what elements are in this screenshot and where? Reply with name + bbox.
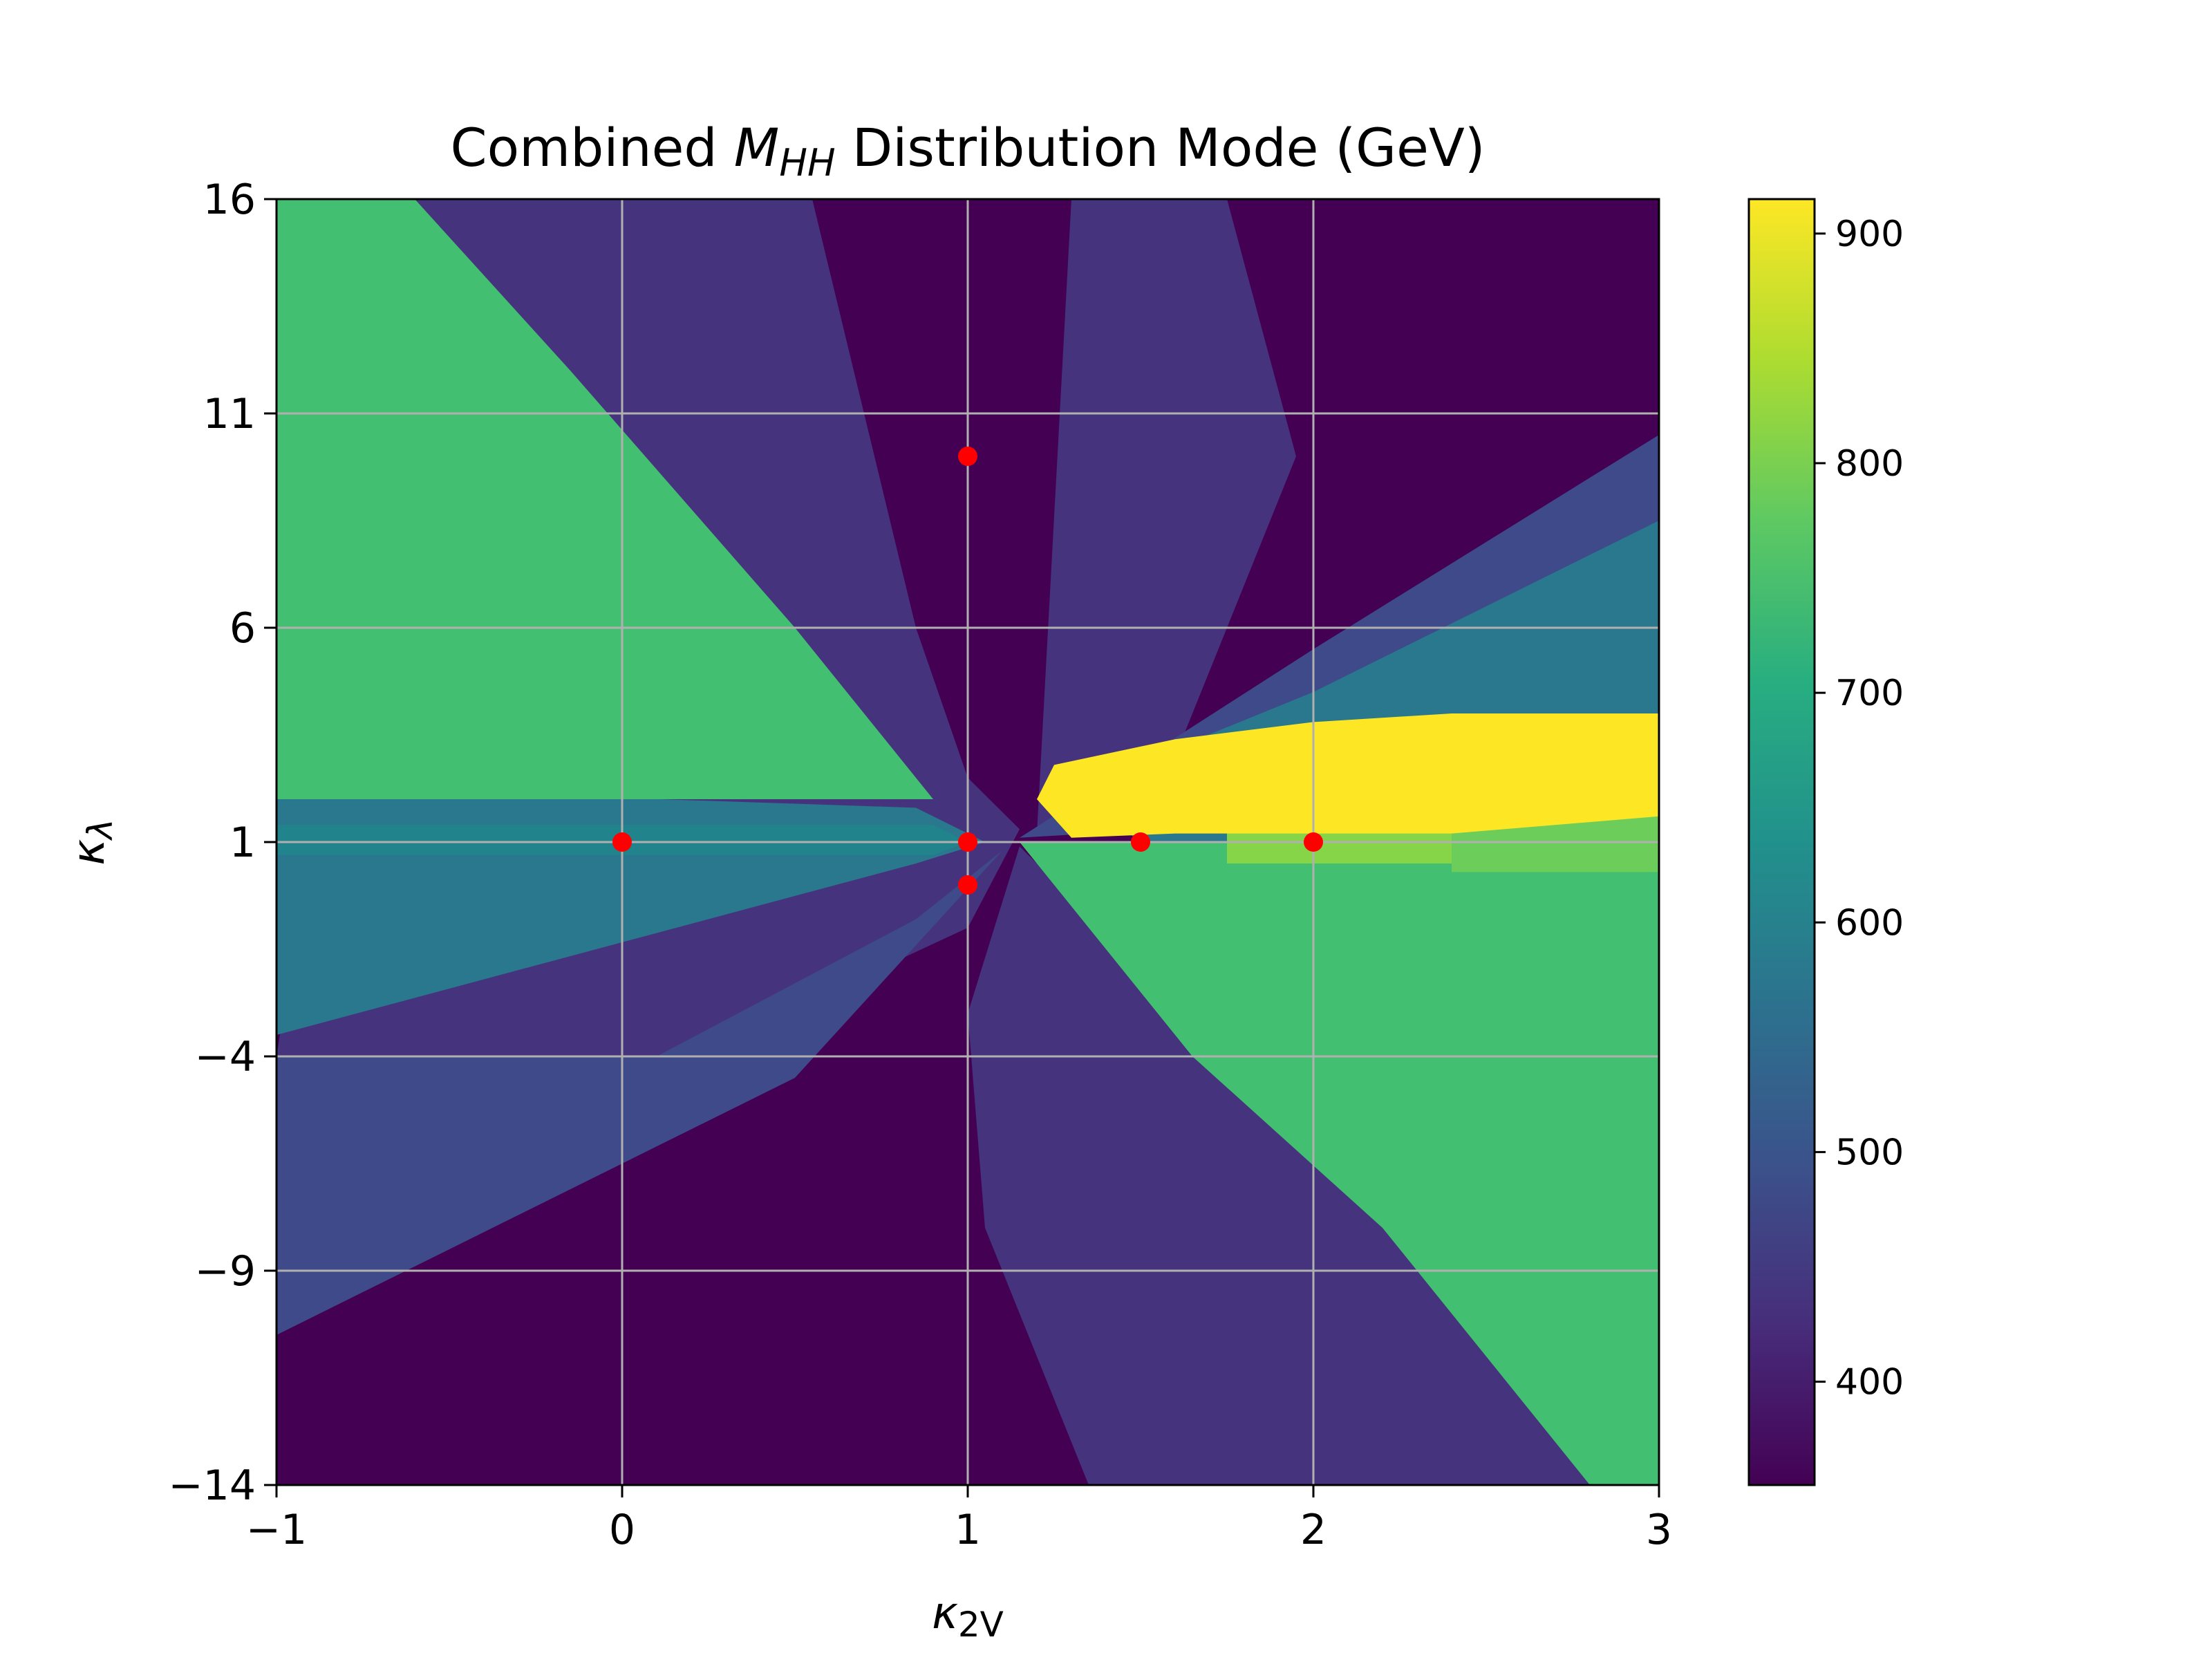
x-tick-label-0: −1 (246, 1506, 307, 1554)
colorbar-tick-label-5: 900 (1835, 214, 1904, 255)
y-tick-label-0: −14 (168, 1462, 256, 1510)
colorbar-gradient (1747, 198, 1816, 1486)
heatmap-region-2 (1037, 199, 1296, 834)
x-axis-ticks: −1 0 1 2 3 (246, 1485, 1672, 1554)
y-tick-label-5: 11 (203, 390, 256, 438)
heatmap-region-9 (276, 199, 933, 799)
colorbar-tick-label-4: 800 (1835, 443, 1904, 485)
x-axis-label: κ2V (932, 1588, 1004, 1645)
y-tick-label-6: 16 (203, 176, 256, 224)
colorbar-tick-label-1: 500 (1835, 1132, 1904, 1173)
heatmap-region-4 (276, 850, 1002, 1335)
colorbar-ticks: 400 500 600 700 800 900 (1815, 214, 1904, 1403)
benchmark-marker-5 (958, 875, 977, 895)
y-axis-label: κλ (64, 819, 120, 865)
colorbar: 400 500 600 700 800 900 (1747, 198, 1904, 1486)
colorbar-tick-label-0: 400 (1835, 1362, 1904, 1403)
benchmark-marker-1 (612, 832, 632, 852)
x-tick-label-2: 1 (955, 1506, 981, 1554)
y-tick-label-2: −4 (195, 1033, 256, 1081)
y-tick-label-3: 1 (229, 819, 256, 867)
x-tick-label-3: 2 (1300, 1506, 1327, 1554)
y-tick-label-4: 6 (229, 604, 256, 653)
heatmap-region-10 (1020, 842, 1659, 1485)
benchmark-marker-4 (1304, 832, 1323, 852)
y-tick-label-1: −9 (195, 1247, 256, 1296)
benchmark-marker-3 (1131, 832, 1150, 852)
benchmark-marker-0 (958, 447, 977, 466)
benchmark-marker-2 (958, 832, 977, 852)
benchmark-markers (612, 447, 1323, 895)
colorbar-tick-label-2: 600 (1835, 902, 1904, 944)
x-tick-label-4: 3 (1646, 1506, 1672, 1554)
colorbar-tick-label-3: 700 (1835, 673, 1904, 714)
heatmap-region-13 (1037, 713, 1659, 838)
heatmap-region-12 (1452, 816, 1659, 872)
x-tick-label-1: 0 (609, 1506, 635, 1554)
chart-title: Combined MHH Distribution Mode (GeV) (451, 117, 1485, 185)
